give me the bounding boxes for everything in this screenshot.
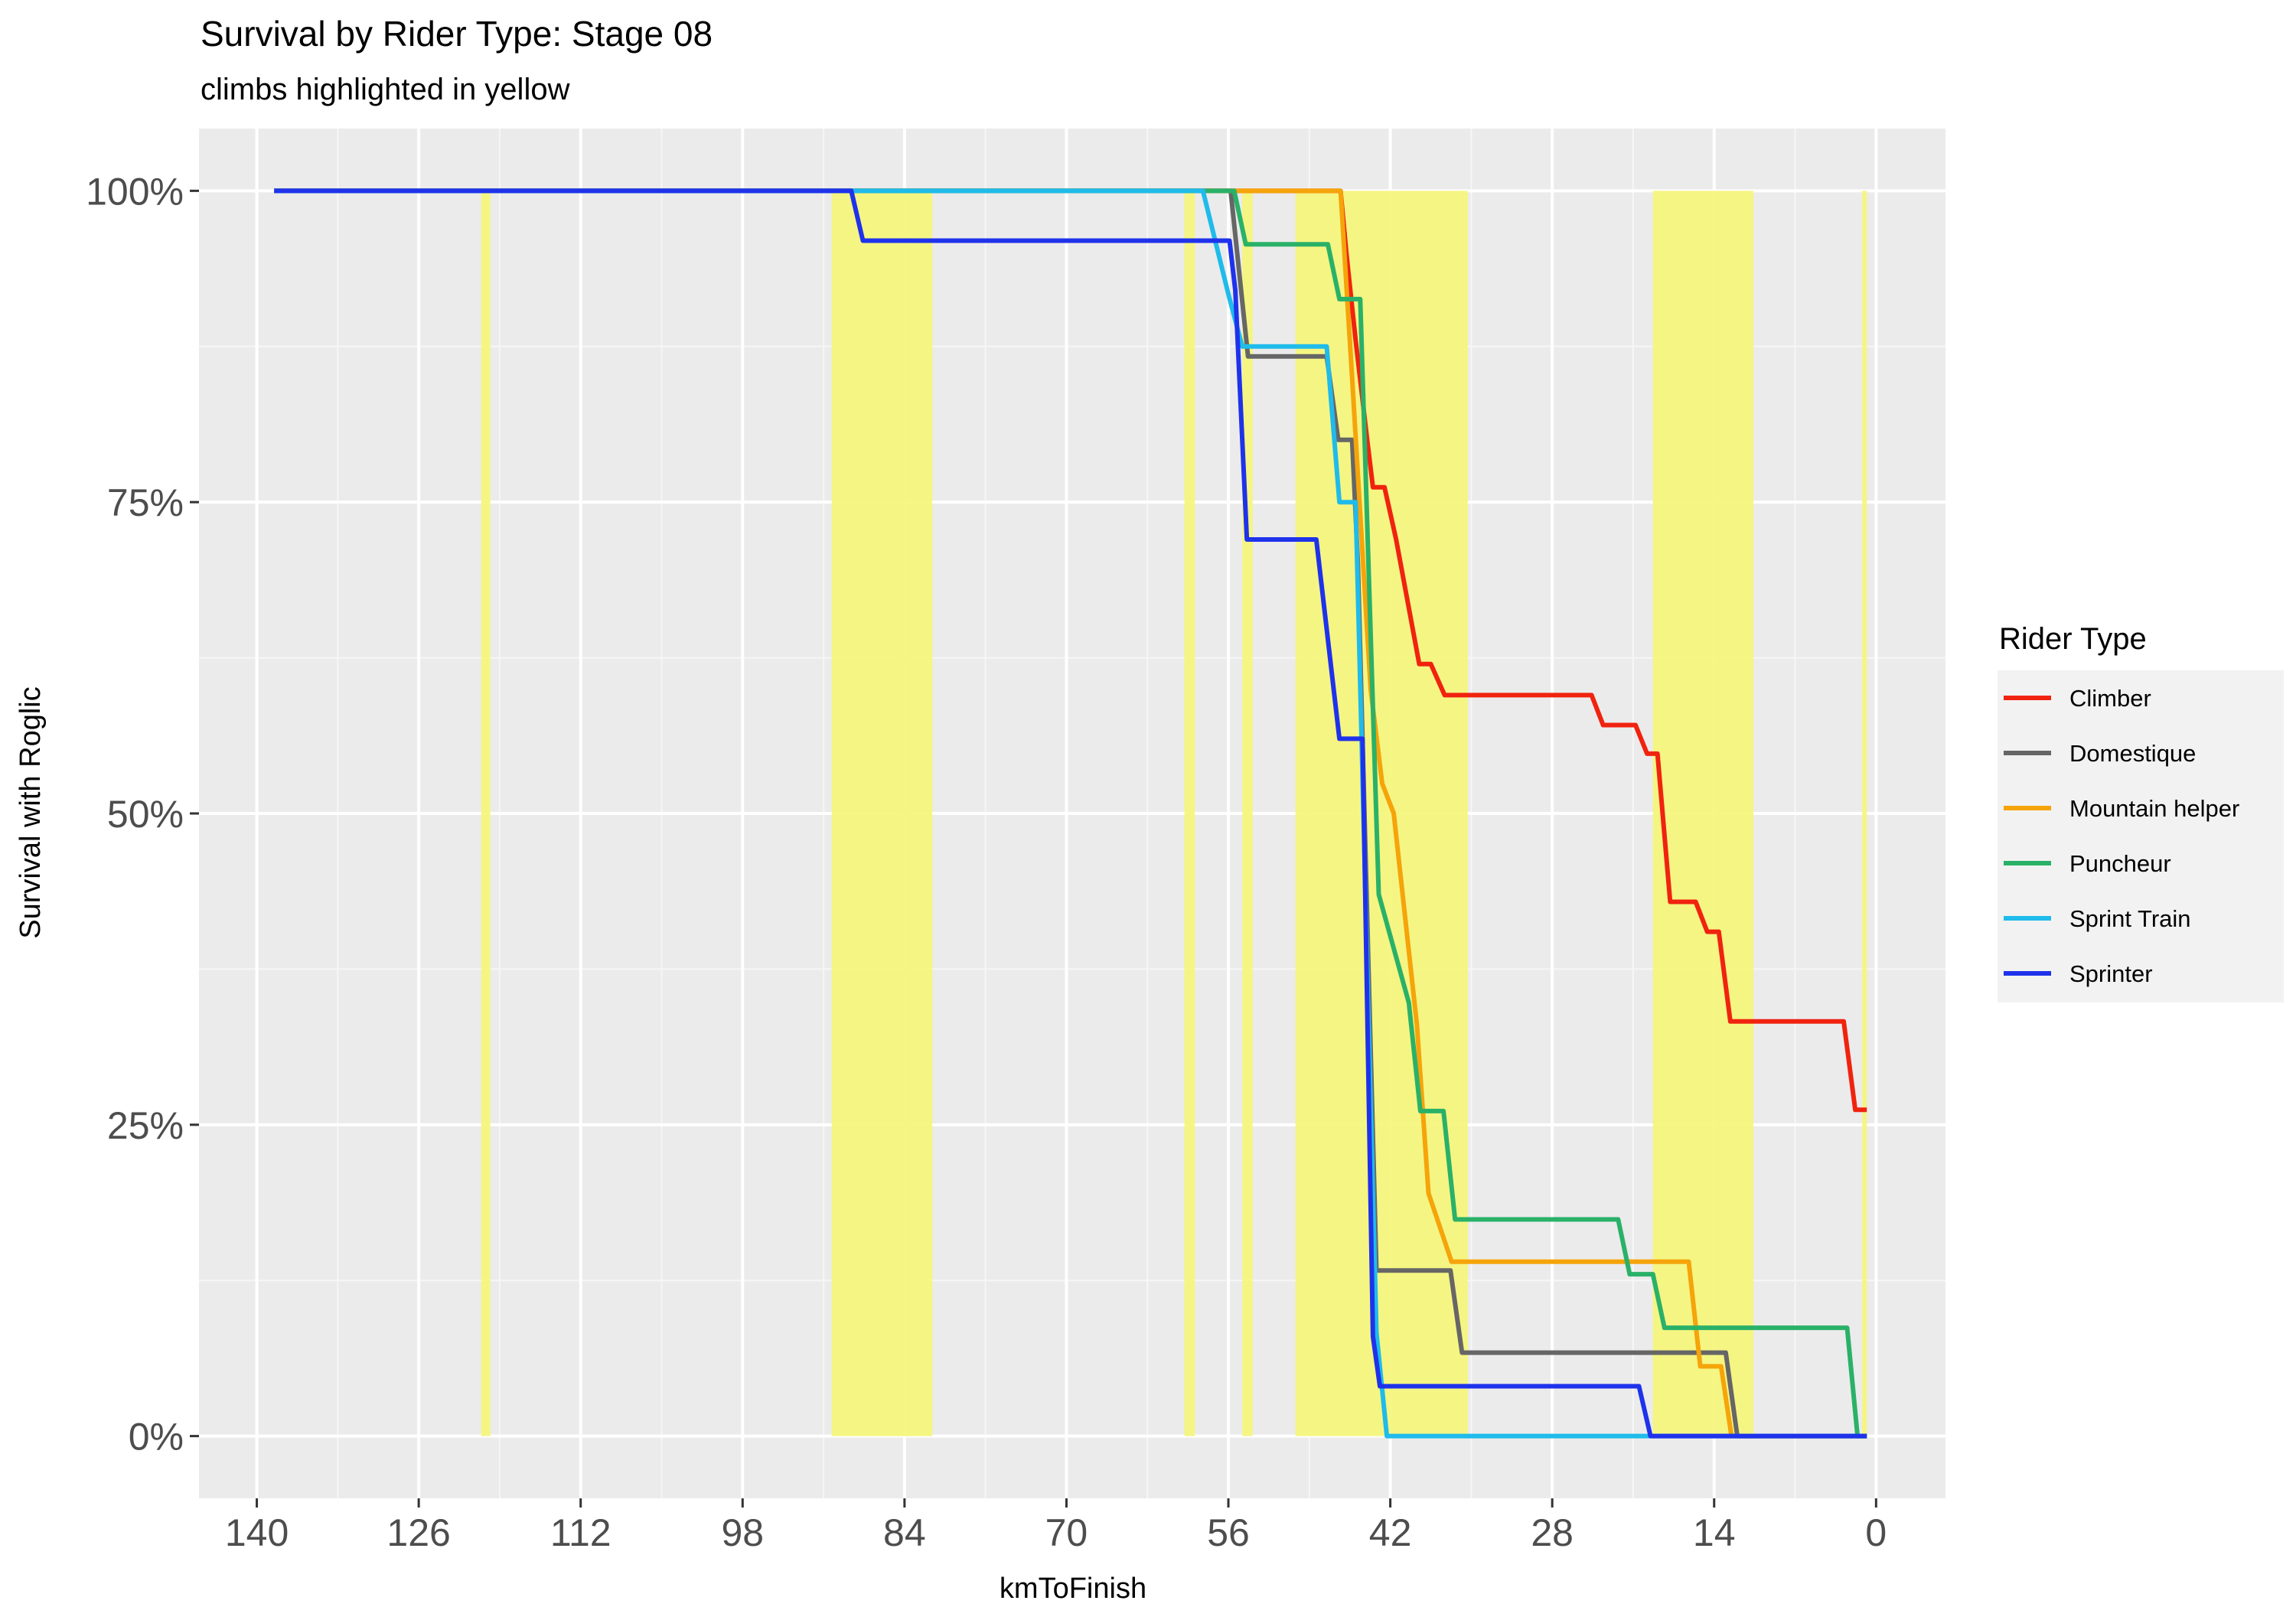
legend-title: Rider Type bbox=[1999, 622, 2147, 656]
y-tick-label: 100% bbox=[86, 170, 184, 213]
series-line-sprinter bbox=[274, 188, 1867, 1439]
y-tick-label: 50% bbox=[107, 793, 184, 836]
series-line-puncheur bbox=[274, 188, 1867, 1439]
climb-highlight bbox=[831, 191, 933, 1436]
y-axis-title: Survival with Roglic bbox=[15, 686, 47, 938]
x-tick-label: 0 bbox=[1865, 1511, 1887, 1554]
legend-label: Puncheur bbox=[2069, 850, 2171, 877]
survival-lines bbox=[274, 188, 1867, 1439]
y-tick-label: 0% bbox=[129, 1416, 184, 1459]
climb-highlight bbox=[1242, 191, 1253, 1436]
x-tick-label: 84 bbox=[883, 1511, 926, 1554]
chart-subtitle: climbs highlighted in yellow bbox=[201, 73, 570, 106]
chart-title: Survival by Rider Type: Stage 08 bbox=[201, 14, 713, 54]
legend-label: Sprinter bbox=[2069, 960, 2153, 987]
legend: Rider Type Climber Domestique Mountain hel… bbox=[1998, 622, 2284, 1002]
x-tick-label: 28 bbox=[1531, 1511, 1574, 1554]
x-axis: 140 126 112 98 84 70 56 42 28 14 0 bbox=[225, 1498, 1887, 1554]
x-tick-label: 112 bbox=[550, 1511, 612, 1554]
legend-label: Climber bbox=[2069, 685, 2151, 712]
legend-label: Mountain helper bbox=[2069, 795, 2239, 822]
x-axis-title: kmToFinish bbox=[1000, 1573, 1146, 1605]
x-tick-label: 14 bbox=[1693, 1511, 1736, 1554]
legend-key-background bbox=[1998, 670, 2284, 1002]
x-tick-label: 140 bbox=[225, 1511, 289, 1554]
x-tick-label: 56 bbox=[1207, 1511, 1250, 1554]
climb-highlight bbox=[1862, 191, 1867, 1436]
y-axis: 0% 25% 50% 75% 100% bbox=[86, 170, 199, 1459]
x-tick-label: 42 bbox=[1369, 1511, 1412, 1554]
y-tick-label: 75% bbox=[107, 481, 184, 524]
climb-highlight bbox=[1184, 191, 1195, 1436]
legend-items: Climber Domestique Mountain helper Puncheur… bbox=[2004, 685, 2239, 987]
x-tick-label: 126 bbox=[386, 1511, 450, 1554]
legend-label: Domestique bbox=[2069, 740, 2196, 767]
climb-highlight bbox=[1295, 191, 1468, 1436]
legend-label: Sprint Train bbox=[2069, 905, 2191, 932]
climb-highlight bbox=[481, 191, 491, 1436]
x-tick-label: 98 bbox=[721, 1511, 764, 1554]
climb-highlight bbox=[1652, 191, 1754, 1436]
series-line-mountain-helper bbox=[274, 188, 1867, 1439]
climb-highlights bbox=[481, 191, 1867, 1436]
y-tick-label: 25% bbox=[107, 1104, 184, 1147]
x-tick-label: 70 bbox=[1045, 1511, 1088, 1554]
